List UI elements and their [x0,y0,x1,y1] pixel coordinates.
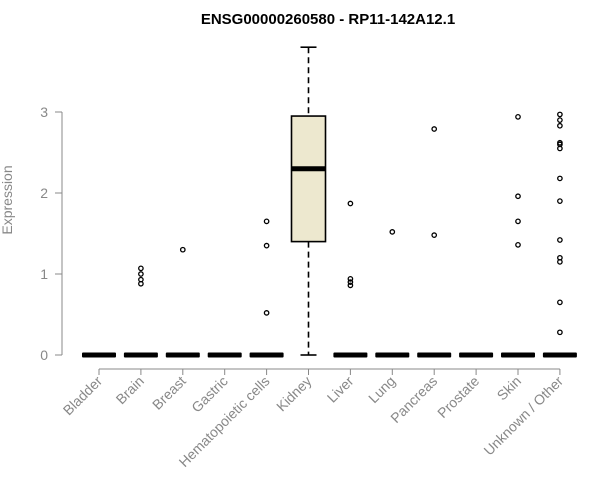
outlier-point [557,237,563,243]
chart-title: ENSG00000260580 - RP11-142A12.1 [201,11,455,28]
x-category-label: Skin [494,373,525,404]
median-bar [165,352,200,358]
y-tick-label: 1 [40,266,48,282]
outlier-point [431,232,438,238]
x-category-label: Unknown / Other [480,373,566,459]
y-tick-label: 2 [40,185,48,201]
median-bar [333,352,368,358]
outlier-point [515,241,521,248]
interquartile-box [290,115,327,243]
outlier-point [557,198,563,204]
outlier-point [389,229,396,235]
outlier-point [347,200,354,207]
outlier-point [431,126,438,132]
x-category-label: Breast [149,373,189,413]
outlier-point [263,310,270,316]
x-category-label: Liver [324,373,357,406]
outlier-point [347,276,354,282]
outlier-point [557,299,563,306]
outlier-point [179,246,186,253]
outlier-point [557,111,563,118]
outlier-point [557,254,563,261]
outlier-point [263,218,270,225]
x-category-label: Prostate [434,373,482,421]
y-tick-label: 3 [40,104,48,120]
median-bar [375,352,410,358]
median-bar [82,352,116,358]
median-bar [542,352,577,358]
outlier-point [138,276,144,283]
outlier-point [557,139,563,146]
x-category-label: Lung [365,373,398,406]
median-bar [249,352,284,358]
outlier-point [557,329,563,336]
x-category-label: Kidney [273,373,315,415]
outlier-point [138,265,144,272]
x-category-label: Bladder [60,373,106,419]
outlier-point [263,242,270,249]
outlier-point [138,271,144,277]
box-layer [82,46,577,358]
outlier-point [557,175,563,182]
y-tick-label: 0 [40,347,48,363]
outlier-point [557,117,563,123]
x-category-label: Brain [113,373,147,407]
outlier-point [515,193,521,200]
outlier-point [515,114,521,120]
median-bar [207,352,242,358]
axis-layer: 0 1 2 3 [40,104,561,375]
median-bar [459,352,494,358]
outlier-point [557,122,563,129]
outlier-point [515,218,521,225]
median-bar [123,352,158,358]
outlier-point [347,279,354,285]
y-axis-label: Expression [0,165,15,234]
median-bar [501,352,535,358]
median-bar [417,352,452,358]
outlier-point [347,282,354,289]
x-category-label: Pancreas [387,373,440,426]
